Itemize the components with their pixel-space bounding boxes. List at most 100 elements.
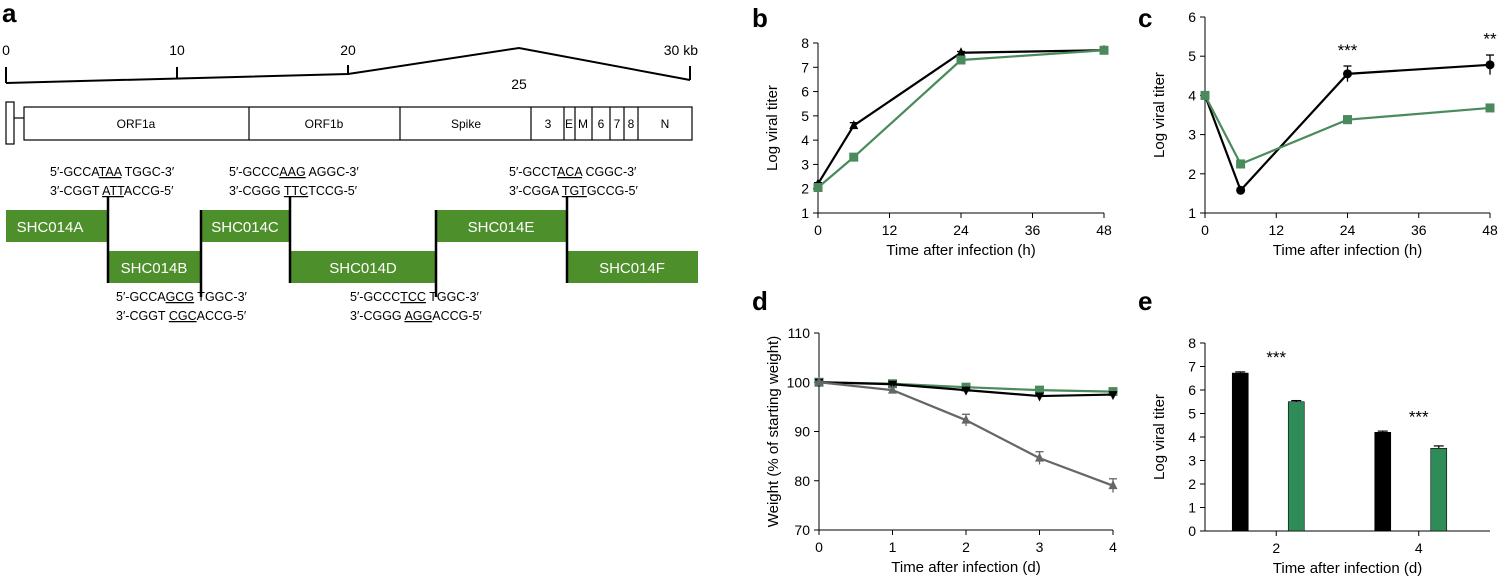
series-1-line	[817, 49, 1105, 189]
junction-ab-top: 5′-GCCATAA TGGC-3′	[50, 165, 175, 179]
series-2-point	[961, 414, 971, 424]
bar-series-0	[1231, 372, 1249, 532]
gene-spike: Spike	[451, 117, 481, 131]
y-tick-label: 70	[794, 522, 810, 538]
x-tick-label: 48	[1482, 222, 1498, 238]
y-axis-label: Log viral titer	[1151, 394, 1168, 480]
fragment-c-label: SHC014C	[211, 219, 279, 236]
junction-bc-top: 5′-GCCAGCG TGGC-3′	[116, 290, 248, 304]
x-tick-label: 4	[1109, 539, 1117, 555]
x-tick-label: 12	[1268, 222, 1284, 238]
series-1-point	[1236, 159, 1246, 169]
y-tick-label: 0	[1188, 523, 1196, 539]
panel-letter-c: c	[1138, 3, 1152, 33]
x-tick-label: 24	[953, 222, 969, 238]
panel-letter-a: a	[2, 0, 17, 28]
leader-box	[5, 101, 15, 145]
junction-ab-bottom: 3′-CGGT ATTACCG-5′	[50, 184, 174, 198]
series-2-point	[814, 376, 824, 386]
junction-ef-bottom: 3′-CGGA TGTGCCG-5′	[509, 184, 638, 198]
x-axis-label: Time after infection (d)	[1273, 560, 1423, 577]
scale-label-25: 25	[511, 76, 527, 92]
junction-cd-top: 5′-GCCCAAG AGGC-3′	[229, 165, 359, 179]
y-tick-label: 5	[1188, 48, 1196, 64]
series-0-point	[1485, 60, 1495, 70]
series-1-point	[1343, 115, 1352, 125]
fragment-b-label: SHC014B	[121, 260, 188, 277]
fragment-a-label: SHC014A	[17, 219, 84, 236]
junction-ef-top: 5′-GCCTACA CGGC-3′	[509, 165, 637, 179]
genome-box	[23, 106, 693, 141]
series-2-point	[1035, 452, 1044, 462]
x-tick-label: 12	[882, 222, 898, 238]
junction-bc: 5′-GCCAGCG TGGC-3′ 3′-CGGT CGCACCG-5′	[116, 290, 248, 323]
junction-bc-bottom: 3′-CGGT CGCACCG-5′	[116, 309, 247, 323]
x-axis-label: Time after infection (h)	[1273, 242, 1423, 259]
x-tick-label: 1	[889, 539, 897, 555]
y-tick-label: 7	[801, 59, 809, 75]
x-tick-label: 48	[1096, 222, 1112, 238]
y-tick-label: 1	[801, 205, 809, 221]
series-0-point	[956, 47, 966, 57]
gene-m: M	[578, 117, 588, 131]
junction-de: 5′-GCCCTCC TGGC-3′ 3′-CGGG AGGACCG-5′	[350, 290, 482, 323]
bar-series-1	[1287, 401, 1305, 532]
junction-de-bottom: 3′-CGGG AGGACCG-5′	[350, 309, 482, 323]
series-0-point	[1343, 69, 1352, 79]
series-1-point	[1108, 391, 1118, 401]
y-tick-label: 3	[1188, 453, 1196, 469]
genome-map	[5, 101, 693, 145]
series-1-point	[956, 55, 966, 65]
bar-series-0	[1374, 431, 1392, 532]
fragment-e-box	[436, 210, 567, 242]
x-tick-label: 2	[1272, 540, 1280, 556]
chart-e: 0 1 2 3 4 5 6 7 8 2 4 Time after infection (d) Log v…	[1151, 335, 1490, 577]
x-tick-label: 2	[962, 539, 970, 555]
gene-n: N	[661, 117, 670, 131]
junction-cd-bottom: 3′-CGGG TTCTCCG-5′	[229, 184, 358, 198]
x-tick-label: 0	[814, 222, 822, 238]
x-tick-label: 0	[815, 539, 823, 555]
series-1-point	[849, 152, 859, 162]
x-tick-label: 0	[1201, 222, 1209, 238]
series-2-point	[888, 384, 897, 394]
gene-orf1a: ORF1a	[117, 117, 156, 131]
significance-label: ***	[1266, 348, 1286, 367]
y-tick-label: 80	[794, 473, 810, 489]
scale-label-30kb: 30 kb	[664, 42, 698, 58]
significance-label: ***	[1338, 41, 1358, 60]
fragment-b-box	[108, 251, 201, 283]
series-0-line	[817, 49, 1105, 185]
significance-label: ***	[1409, 407, 1429, 426]
junction-de-top: 5′-GCCCTCC TGGC-3′	[350, 290, 479, 304]
gene-e: E	[565, 117, 573, 131]
y-tick-label: 1	[1188, 500, 1196, 516]
y-tick-label: 6	[1188, 9, 1196, 25]
x-tick-label: 3	[1036, 539, 1044, 555]
series-1-line	[1204, 94, 1491, 166]
significance-label: **	[1483, 29, 1497, 48]
y-axis-label: Log viral titer	[764, 85, 781, 171]
series-1-point	[813, 183, 823, 192]
x-tick-label: 36	[1025, 222, 1041, 238]
y-tick-label: 7	[1188, 359, 1196, 375]
scale-label-20: 20	[340, 42, 356, 58]
fragments	[6, 197, 698, 297]
fragment-f-label: SHC014F	[599, 260, 665, 277]
y-tick-label: 3	[1188, 127, 1196, 143]
panel-letter-e: e	[1138, 286, 1152, 316]
series-1-point	[1485, 103, 1495, 113]
y-tick-label: 100	[787, 374, 811, 390]
panel-a: a 0 10 20 25 30 kb ORF1a	[2, 0, 698, 323]
fragment-f-box	[567, 251, 698, 283]
fragment-e-label: SHC014E	[468, 219, 535, 236]
y-tick-label: 1	[1188, 205, 1196, 221]
fragment-c-box	[201, 210, 290, 242]
x-tick-label: 24	[1340, 222, 1356, 238]
y-axis-label: Log viral titer	[1151, 72, 1168, 158]
y-tick-label: 3	[801, 156, 809, 172]
scale-label-0: 0	[2, 42, 10, 58]
